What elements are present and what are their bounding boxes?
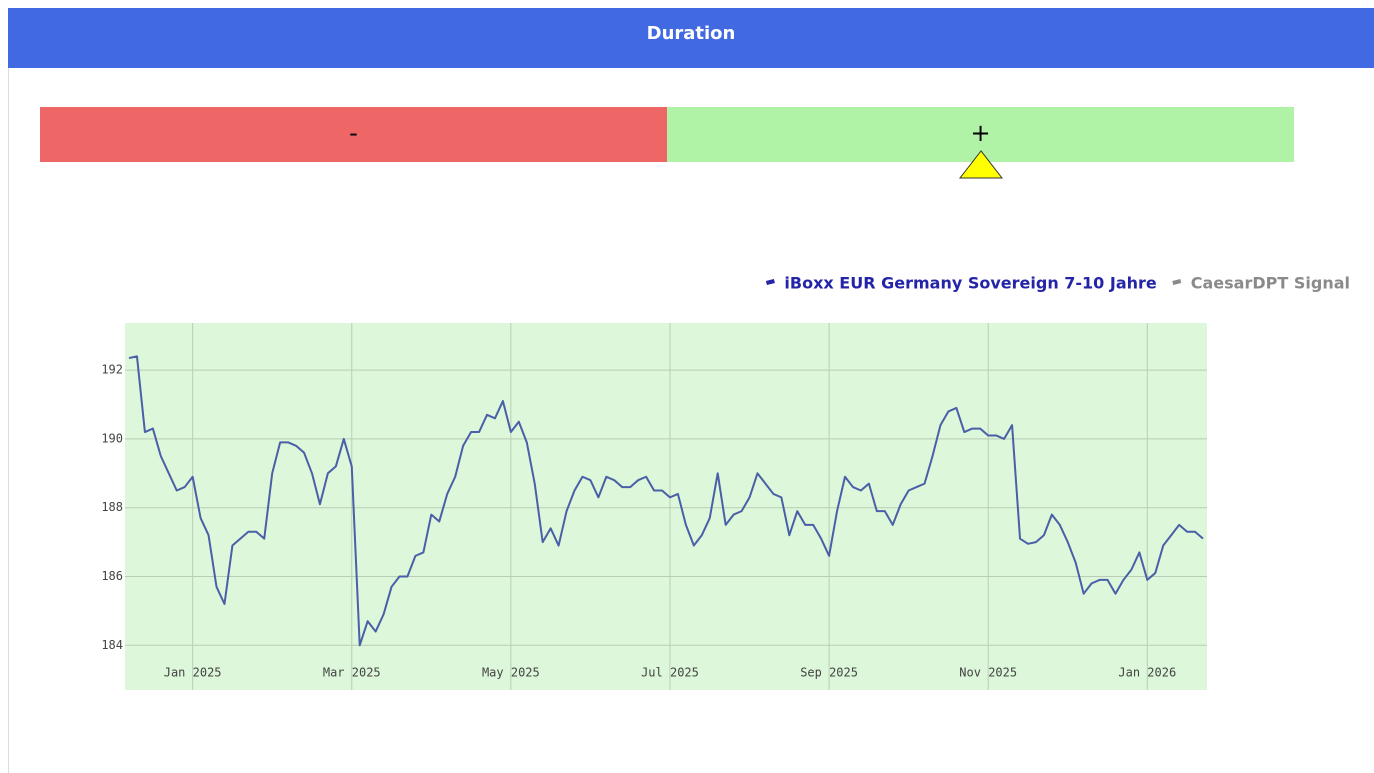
legend-label: iBoxx EUR Germany Sovereign 7-10 Jahre: [784, 274, 1157, 293]
legend-swatch: [765, 279, 775, 285]
legend-label: CaesarDPT Signal: [1191, 274, 1350, 293]
series-line: [128, 355, 1204, 647]
x-tick-label: Jan 2025: [164, 666, 222, 680]
y-tick-label: 190: [101, 431, 123, 445]
legend-swatch: [1172, 279, 1182, 285]
signal-marker: [958, 150, 1004, 179]
y-tick-label: 186: [101, 569, 123, 583]
panel: [8, 8, 1374, 773]
y-tick-label: 192: [101, 363, 123, 377]
header-title: Duration: [8, 8, 1374, 68]
x-tick-label: Sep 2025: [800, 666, 858, 680]
x-tick-label: Jan 2026: [1118, 666, 1176, 680]
x-tick-label: Nov 2025: [959, 666, 1017, 680]
x-tick-label: Jul 2025: [641, 666, 699, 680]
y-tick-label: 188: [101, 500, 123, 514]
y-tick-label: 184: [101, 638, 123, 652]
plot-area: [125, 323, 1207, 690]
negative-zone: -: [40, 107, 667, 162]
x-tick-label: Mar 2025: [323, 666, 381, 680]
x-tick-label: May 2025: [482, 666, 540, 680]
